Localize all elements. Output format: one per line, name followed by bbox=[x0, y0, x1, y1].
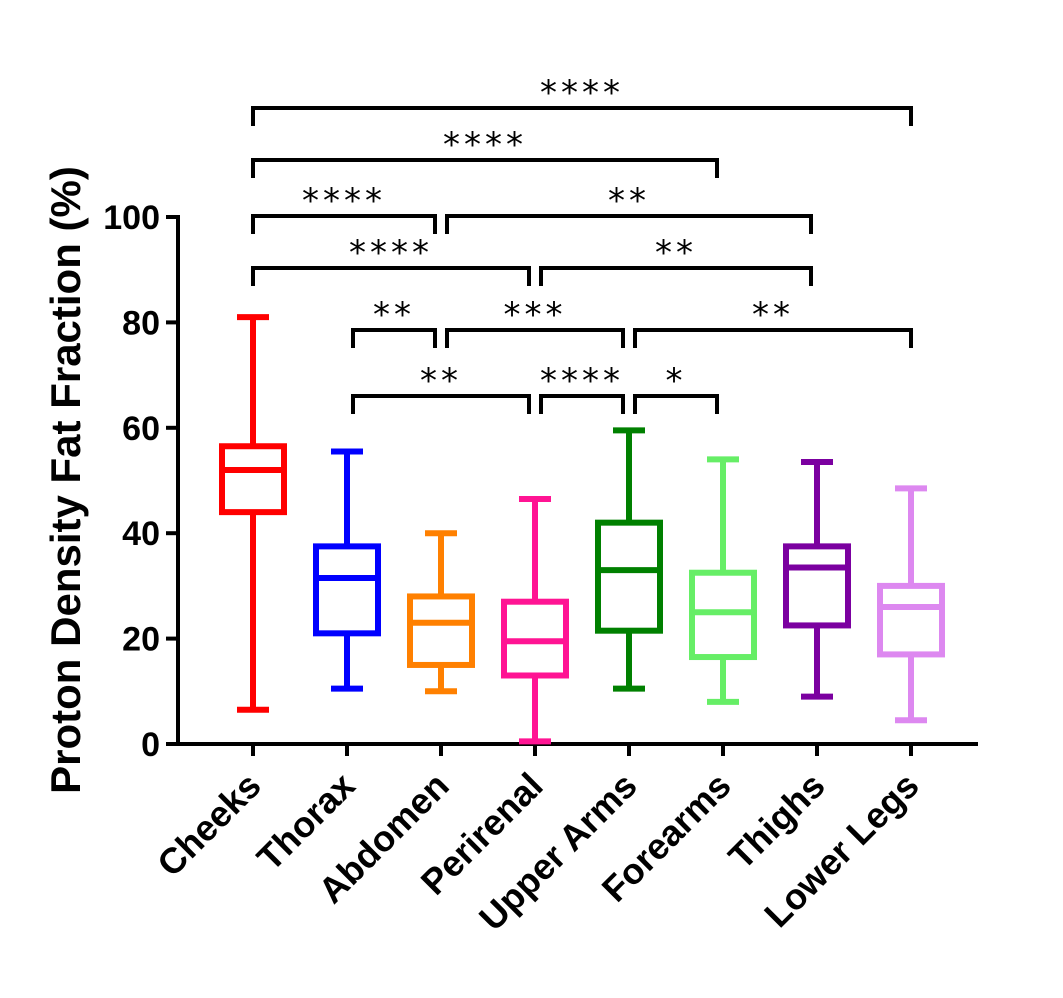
sig-label: ** bbox=[752, 295, 794, 335]
significance-brackets: ************ ****** **** *** **** **** * bbox=[251, 73, 913, 414]
box-abdomen bbox=[407, 530, 475, 695]
y-tick-label: 20 bbox=[122, 621, 160, 659]
sig-label: * bbox=[666, 361, 687, 401]
bracket-line bbox=[539, 394, 625, 414]
sig-bracket: ** bbox=[351, 361, 531, 414]
sig-bracket: * bbox=[633, 361, 719, 414]
sig-bracket: ** bbox=[351, 295, 437, 348]
sig-label: ** bbox=[608, 181, 650, 221]
bracket-line bbox=[633, 394, 719, 414]
box-forearms bbox=[689, 456, 757, 705]
iqr-box bbox=[313, 543, 381, 637]
sig-label: ** bbox=[420, 361, 462, 401]
sig-bracket: ** bbox=[539, 233, 813, 286]
sig-bracket: **** bbox=[251, 73, 913, 126]
iqr-box bbox=[595, 519, 663, 634]
sig-label: **** bbox=[349, 233, 433, 273]
boxes bbox=[219, 314, 945, 745]
box-thorax bbox=[313, 448, 381, 692]
x-tick-label: Cheeks bbox=[149, 765, 269, 885]
bracket-line bbox=[351, 328, 437, 348]
bracket-line bbox=[251, 214, 437, 234]
sig-label: **** bbox=[302, 181, 386, 221]
sig-label: **** bbox=[540, 73, 624, 113]
sig-label: **** bbox=[540, 361, 624, 401]
iqr-box bbox=[407, 593, 475, 668]
sig-label: ** bbox=[655, 233, 697, 273]
bracket-line bbox=[445, 328, 625, 348]
iqr-box bbox=[877, 582, 945, 658]
sig-bracket: **** bbox=[539, 361, 625, 414]
bracket-line bbox=[251, 106, 913, 126]
box-upper-arms bbox=[595, 427, 663, 692]
sig-bracket: **** bbox=[251, 233, 531, 286]
sig-bracket: **** bbox=[251, 181, 437, 234]
bracket-line bbox=[445, 214, 813, 234]
box-lower-legs bbox=[877, 485, 945, 724]
sig-label: ** bbox=[373, 295, 415, 335]
bracket-line bbox=[251, 266, 531, 286]
y-tick-label: 80 bbox=[122, 304, 160, 342]
y-axis-label: Proton Density Fat Fraction (%) bbox=[42, 166, 89, 794]
box-cheeks bbox=[219, 314, 287, 713]
bracket-line bbox=[351, 394, 531, 414]
sig-bracket: ** bbox=[633, 295, 913, 348]
box-thighs bbox=[783, 459, 851, 700]
y-tick-label: 100 bbox=[103, 199, 160, 237]
sig-label: **** bbox=[443, 125, 527, 165]
y-tick-label: 60 bbox=[122, 410, 160, 448]
iqr-box bbox=[219, 443, 287, 516]
bracket-line bbox=[251, 158, 719, 178]
bracket-line bbox=[539, 266, 813, 286]
iqr-box bbox=[783, 543, 851, 629]
y-tick-label: 40 bbox=[122, 515, 160, 553]
sig-bracket: ** bbox=[445, 181, 813, 234]
sig-bracket: **** bbox=[251, 125, 719, 178]
sig-bracket: *** bbox=[445, 295, 625, 348]
y-tick-label: 0 bbox=[141, 726, 160, 764]
sig-label: *** bbox=[504, 295, 567, 335]
bracket-line bbox=[633, 328, 913, 348]
box-perirenal bbox=[501, 495, 569, 745]
